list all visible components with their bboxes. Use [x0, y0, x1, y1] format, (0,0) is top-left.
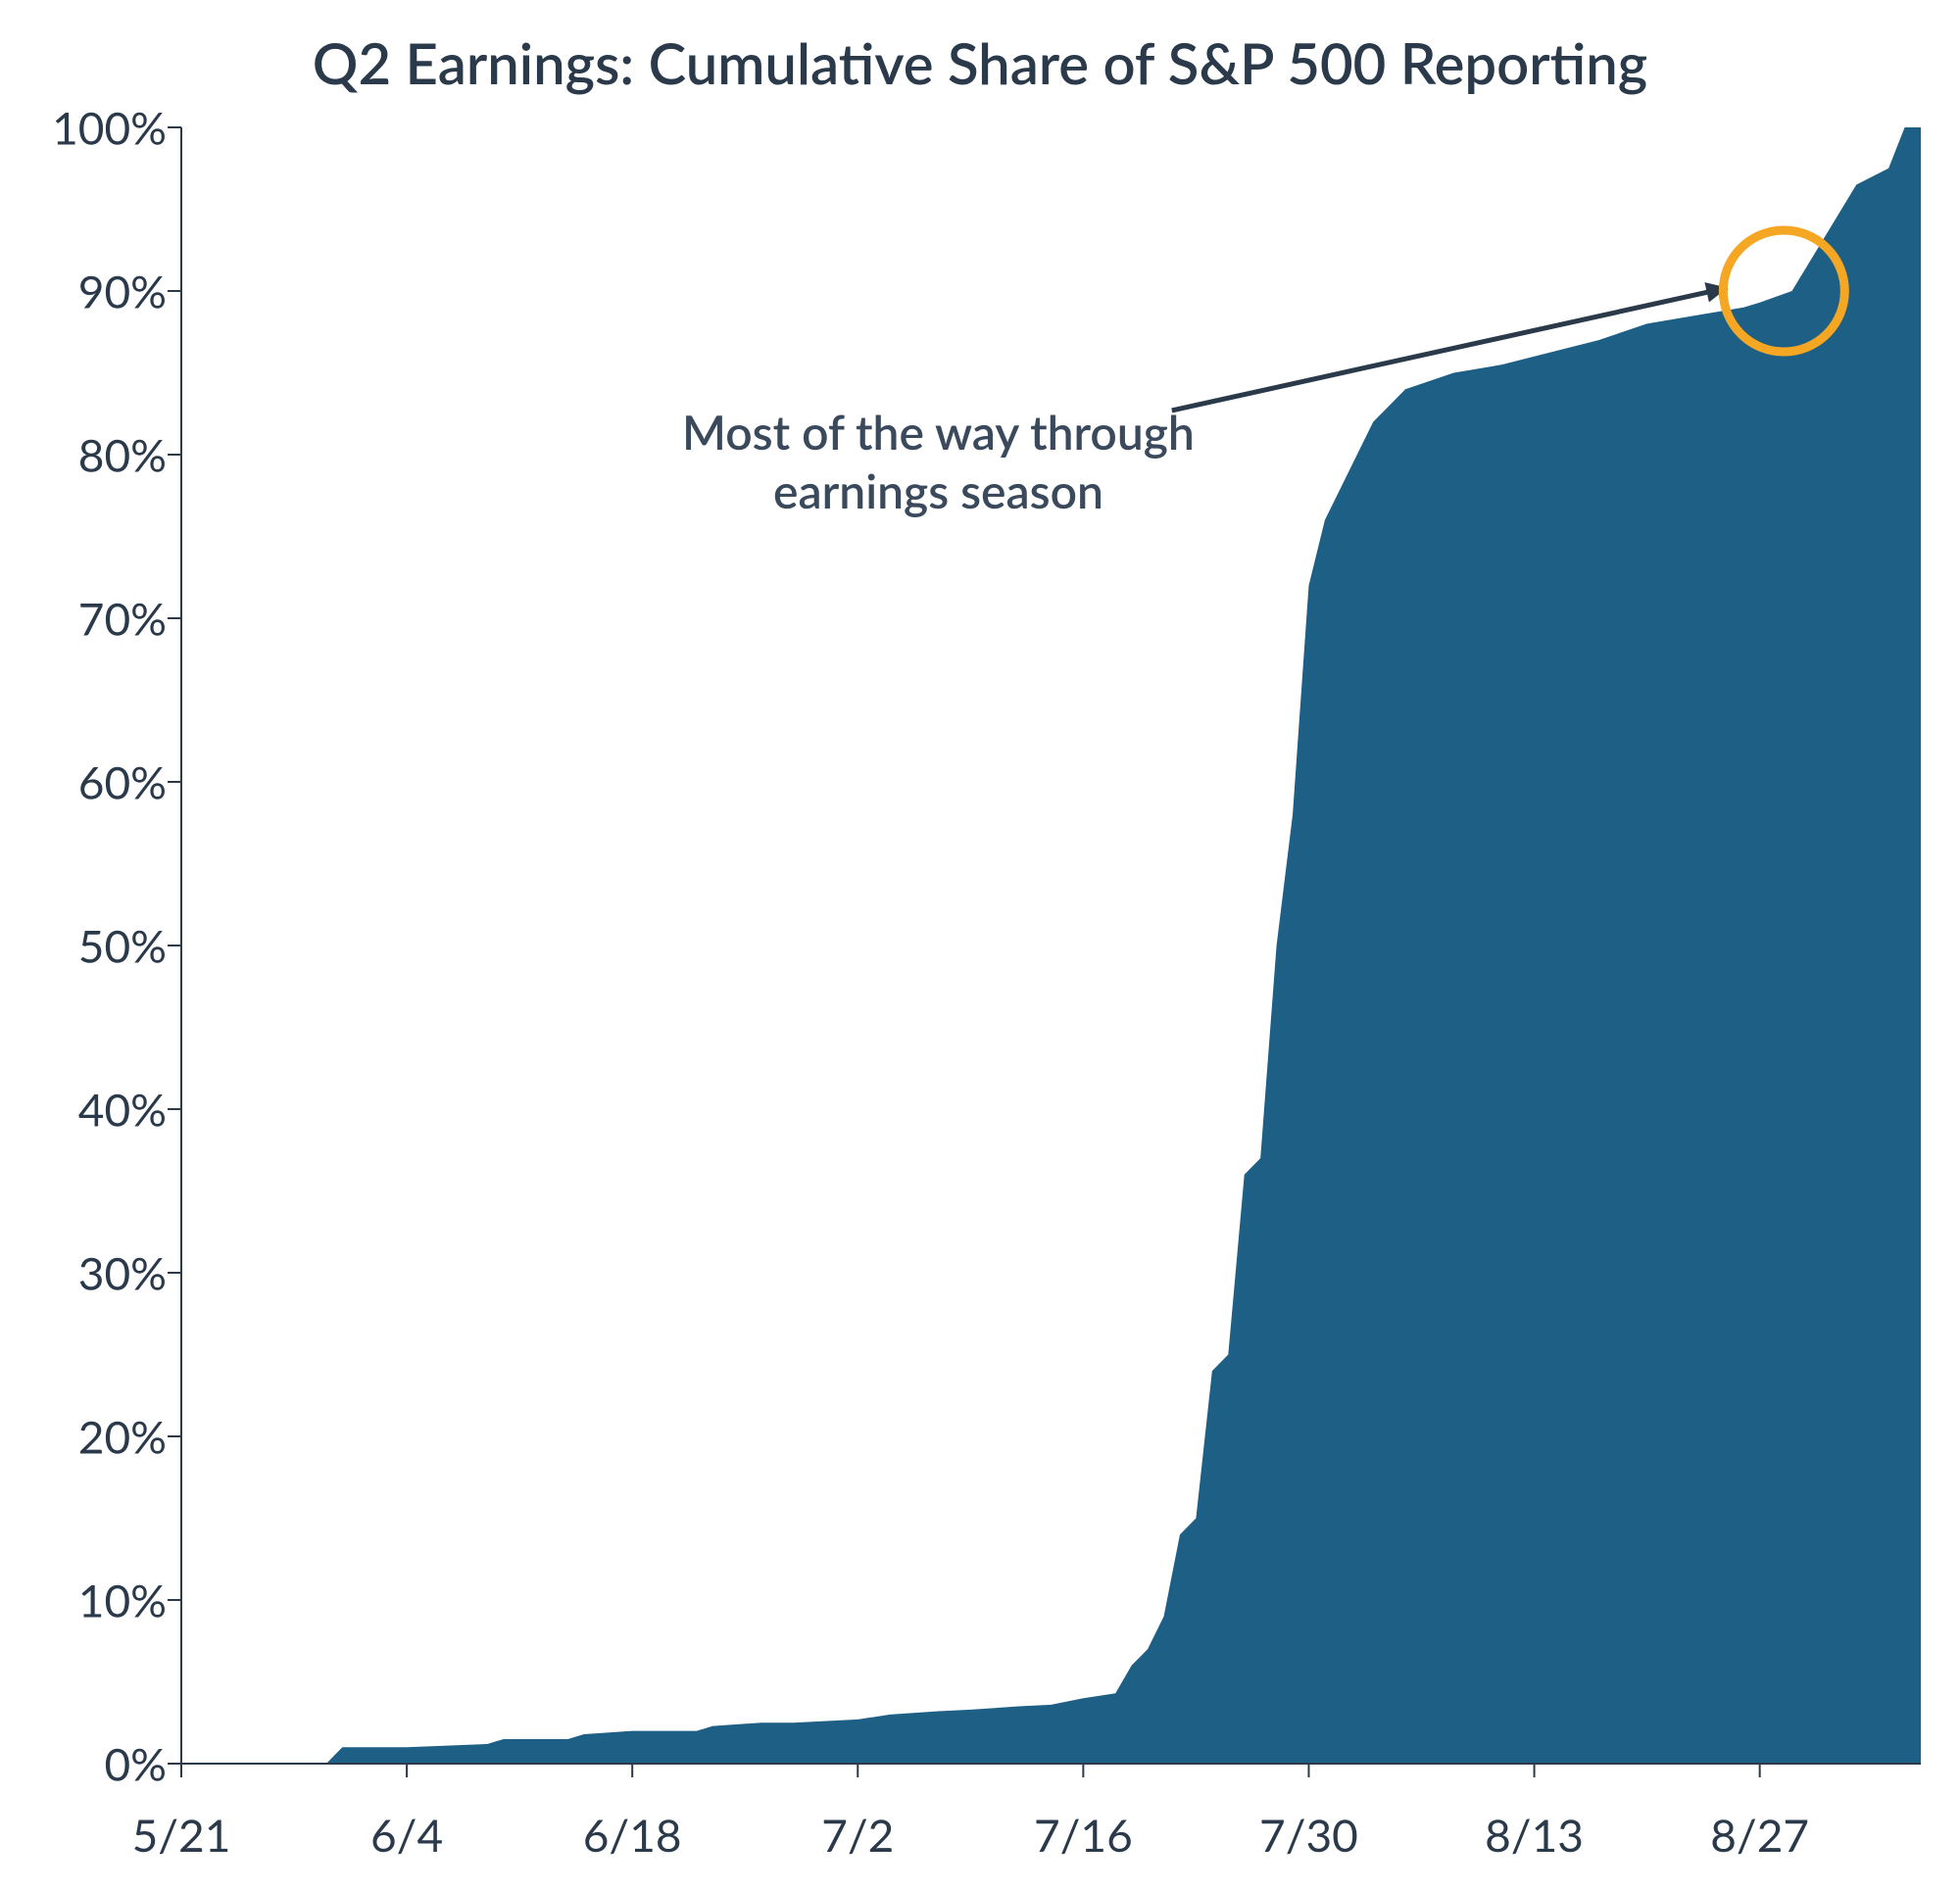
- x-tick-label: 7/30: [1259, 1808, 1358, 1862]
- earnings-chart: Q2 Earnings: Cumulative Share of S&P 500…: [0, 0, 1960, 1891]
- y-tick-label: 80%: [20, 428, 167, 482]
- x-tick-label: 7/16: [1034, 1808, 1133, 1862]
- y-tick-label: 40%: [20, 1083, 167, 1137]
- y-tick-label: 10%: [20, 1574, 167, 1627]
- annotation-line-1: Most of the way through: [682, 405, 1195, 461]
- y-tick-label: 30%: [20, 1246, 167, 1300]
- annotation-label: Most of the way through earnings season: [682, 404, 1195, 521]
- y-tick-label: 60%: [20, 755, 167, 809]
- x-tick-label: 8/27: [1710, 1808, 1809, 1862]
- y-tick-label: 100%: [20, 101, 167, 155]
- x-tick-label: 8/13: [1485, 1808, 1584, 1862]
- plot-svg: [181, 127, 1921, 1764]
- y-tick-label: 20%: [20, 1410, 167, 1464]
- area-series: [181, 127, 1921, 1764]
- x-tick-label: 6/18: [583, 1808, 682, 1862]
- x-tick-label: 5/21: [132, 1808, 231, 1862]
- chart-title: Q2 Earnings: Cumulative Share of S&P 500…: [0, 29, 1960, 97]
- x-tick-label: 6/4: [370, 1808, 443, 1862]
- x-tick-label: 7/2: [821, 1808, 894, 1862]
- y-tick-label: 50%: [20, 919, 167, 973]
- y-tick-label: 0%: [20, 1737, 167, 1791]
- plot-area: [181, 127, 1921, 1764]
- y-tick-label: 90%: [20, 265, 167, 318]
- y-tick-label: 70%: [20, 592, 167, 646]
- annotation-line-2: earnings season: [773, 463, 1103, 519]
